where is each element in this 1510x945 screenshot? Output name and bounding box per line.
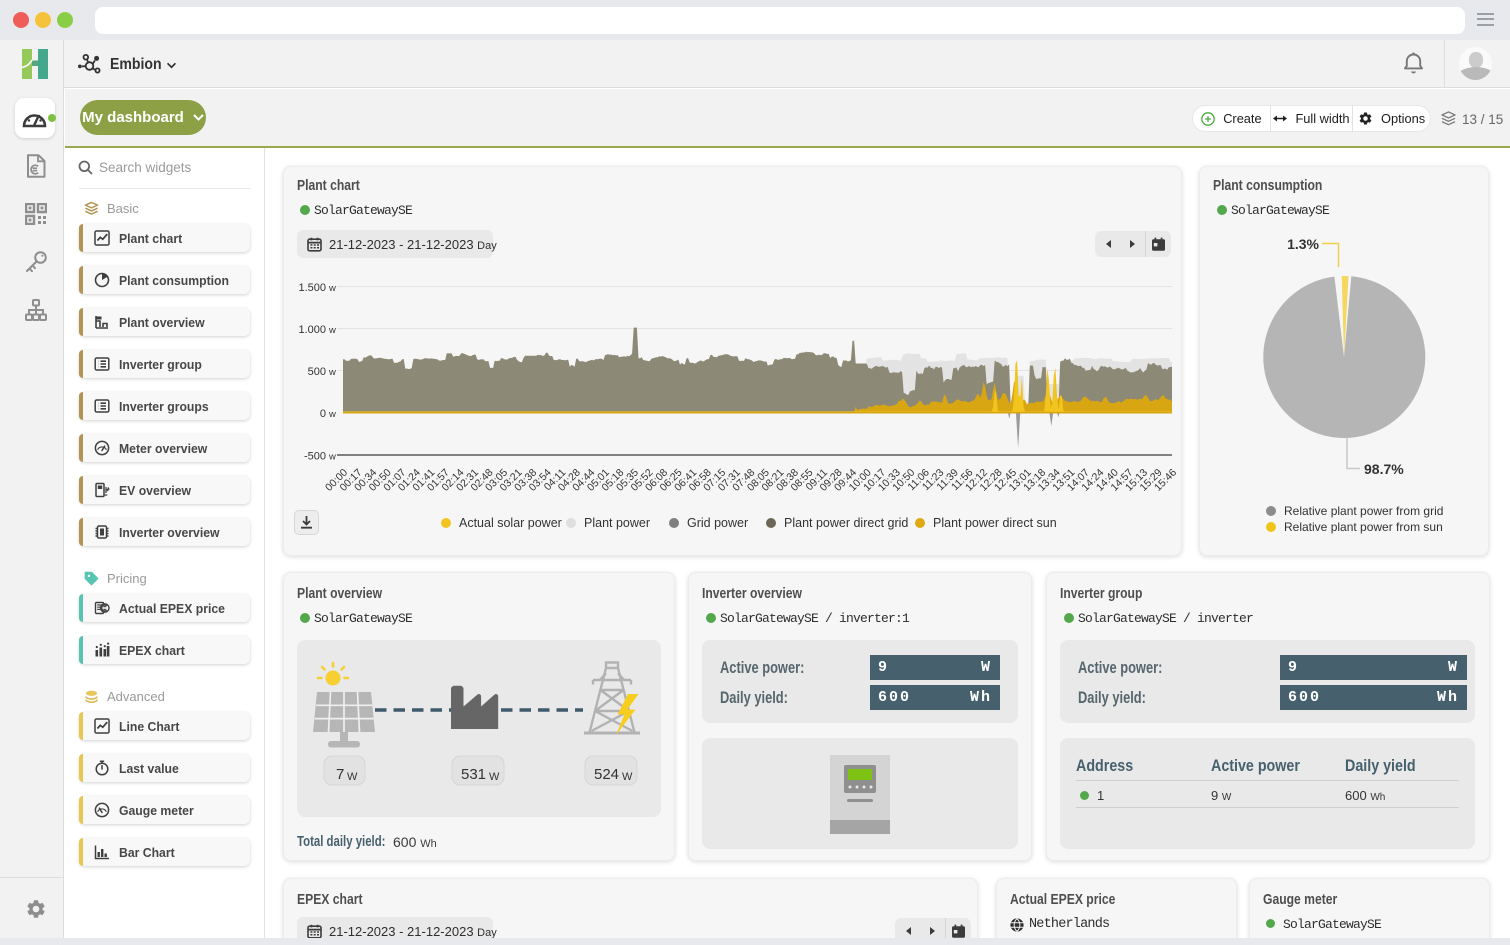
svg-text:1.000: 1.000 — [298, 324, 326, 336]
svg-text:1.500: 1.500 — [298, 282, 326, 294]
svg-text:w: w — [328, 283, 336, 294]
svg-text:98.7%: 98.7% — [1364, 461, 1404, 477]
svg-text:W: W — [622, 771, 633, 783]
svg-text:0: 0 — [320, 408, 326, 420]
svg-text:-500: -500 — [304, 451, 326, 463]
svg-text:531: 531 — [461, 766, 486, 783]
svg-text:1.3%: 1.3% — [1287, 236, 1319, 252]
svg-text:524: 524 — [594, 766, 619, 783]
svg-text:7: 7 — [336, 766, 344, 783]
svg-text:w: w — [328, 409, 336, 420]
svg-text:W: W — [489, 771, 500, 783]
svg-text:w: w — [328, 452, 336, 463]
svg-text:w: w — [328, 367, 336, 378]
svg-text:500: 500 — [308, 366, 326, 378]
svg-text:w: w — [328, 325, 336, 336]
svg-text:W: W — [347, 771, 358, 783]
